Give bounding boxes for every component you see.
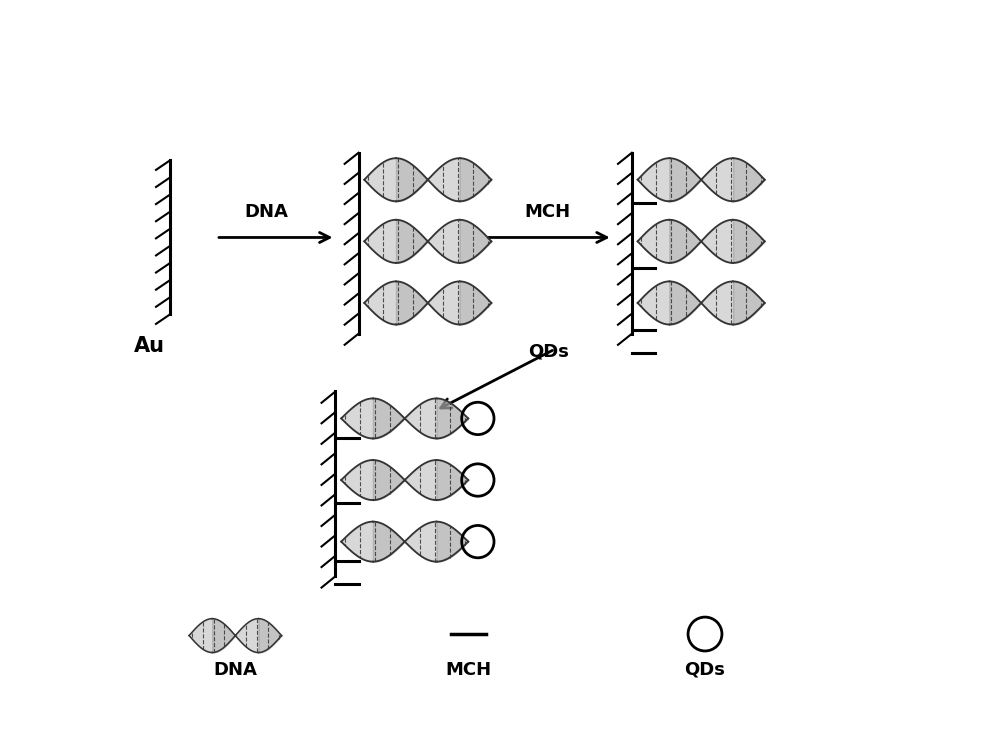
Text: MCH: MCH [524, 202, 570, 220]
Text: DNA: DNA [213, 661, 257, 679]
Text: QDs: QDs [685, 661, 725, 679]
Text: DNA: DNA [244, 202, 288, 220]
Text: QDs: QDs [528, 343, 569, 361]
Text: MCH: MCH [445, 661, 491, 679]
Text: Au: Au [134, 336, 165, 356]
